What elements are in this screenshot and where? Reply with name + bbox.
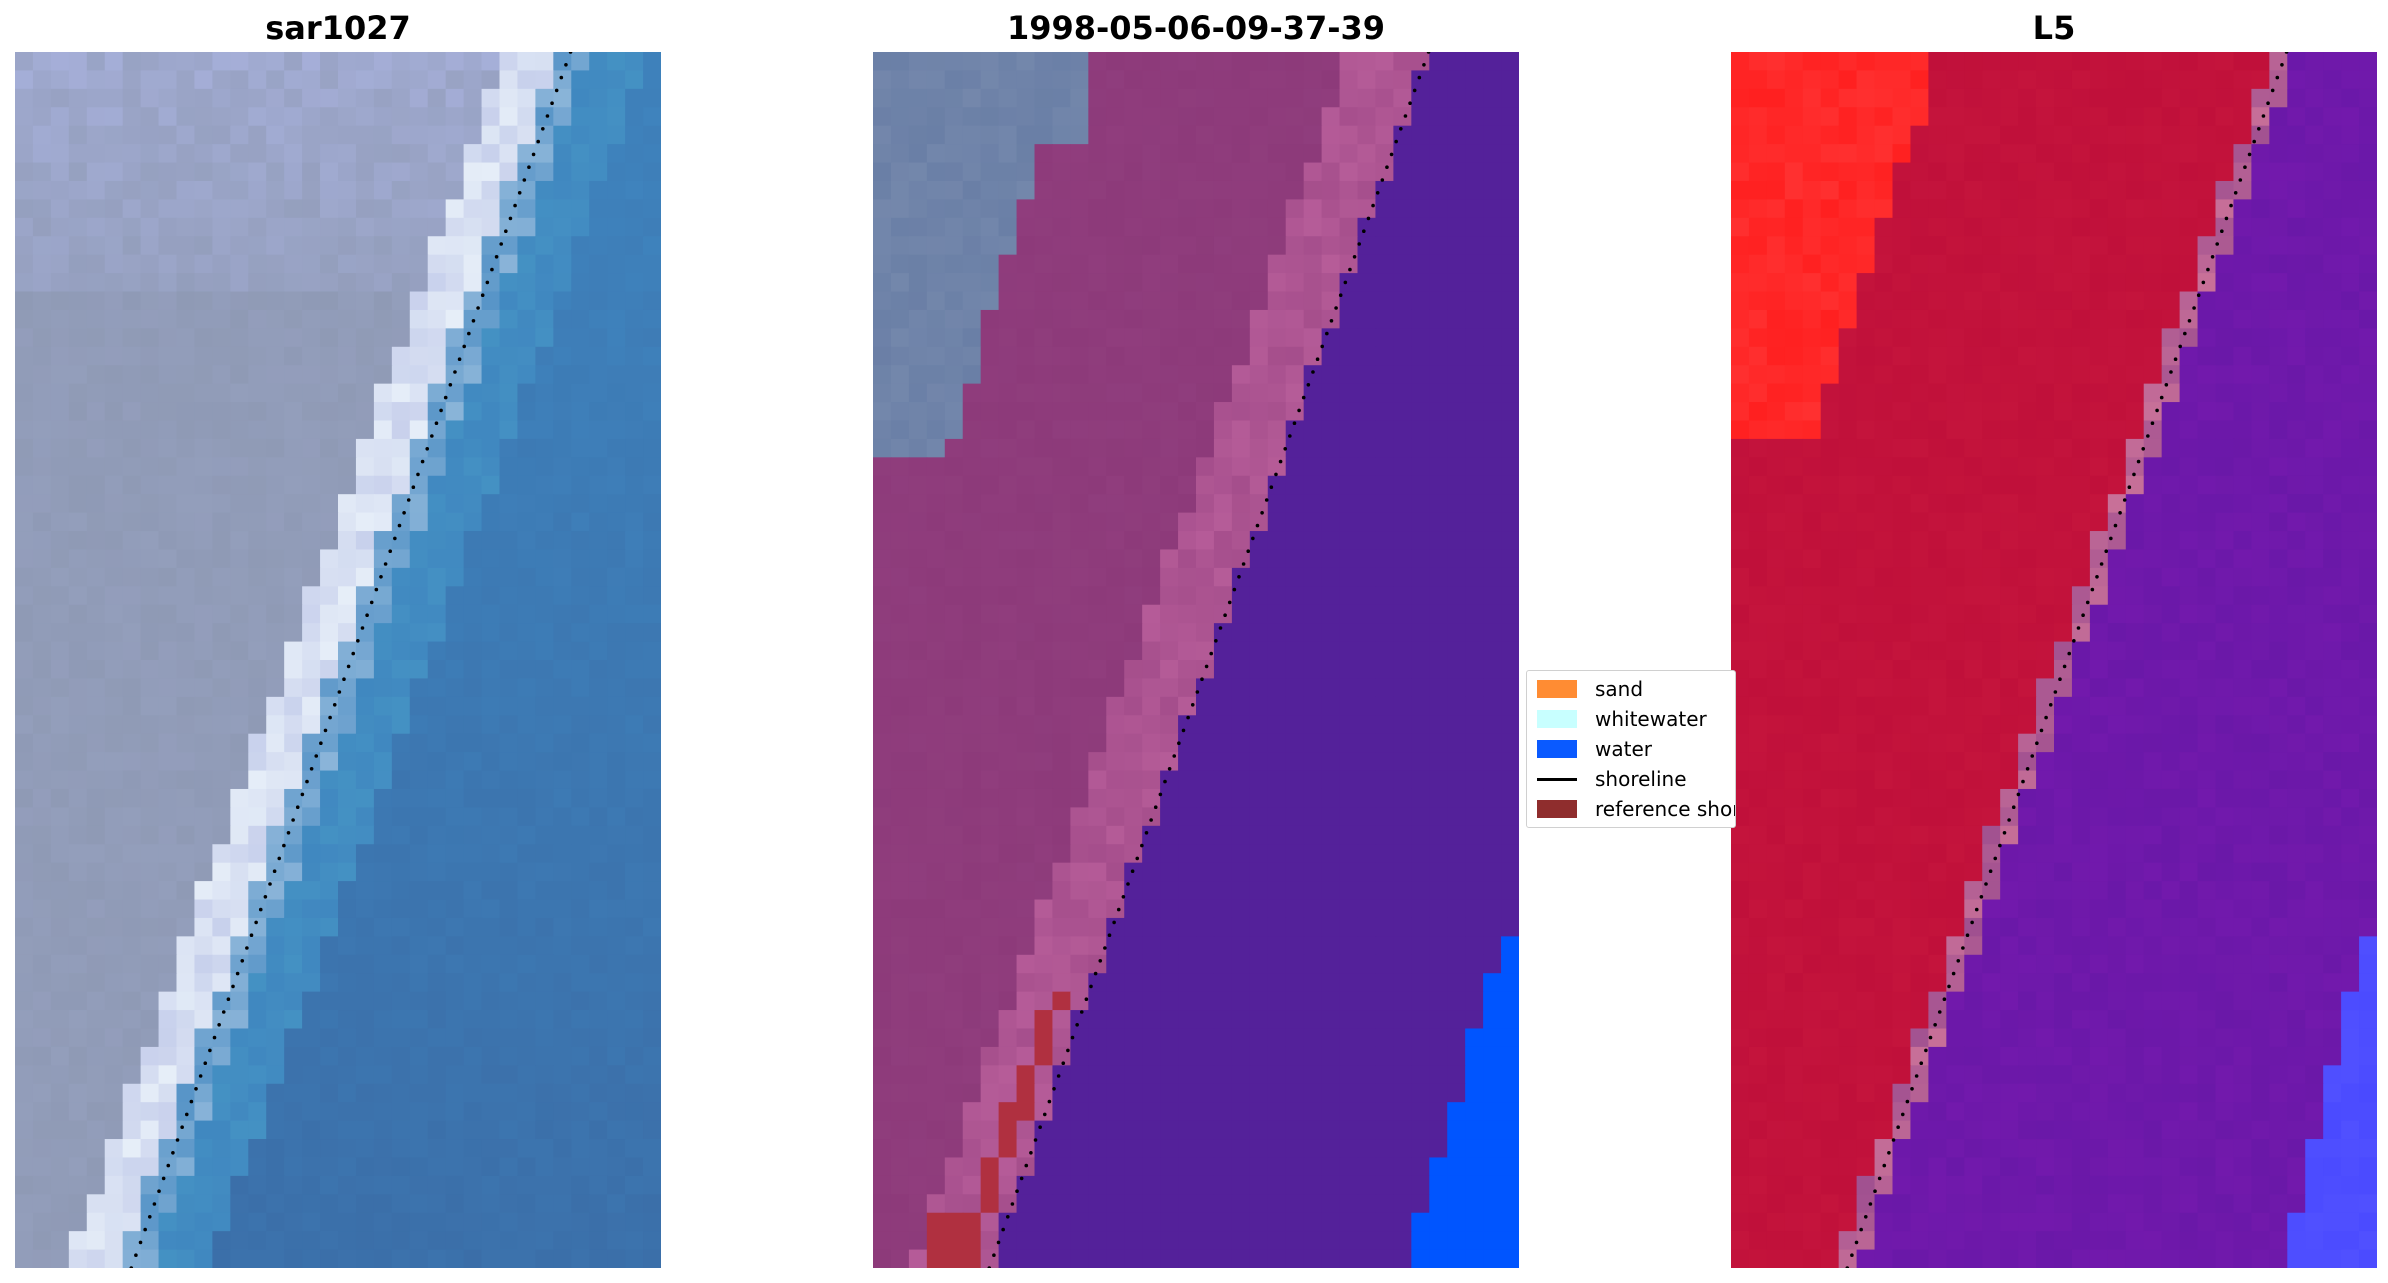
- legend-item-sand: sand: [1537, 677, 1643, 701]
- legend-swatch-reference-shoreline: [1537, 800, 1577, 818]
- panel-classification: 1998-05-06-09-37-39: [873, 0, 1519, 1283]
- panel-title: 1998-05-06-09-37-39: [1006, 9, 1386, 47]
- legend-label: sand: [1595, 677, 1644, 701]
- legend-label: reference shoreline: [1595, 797, 1736, 821]
- shoreline-points: [129, 52, 573, 1268]
- image-pixels: [15, 52, 661, 1268]
- legend-item-shoreline: shoreline: [1537, 767, 1687, 791]
- shoreline-points: [987, 52, 1431, 1268]
- rgb-image-plot: [15, 52, 661, 1268]
- legend-line-shoreline: [1537, 777, 1577, 781]
- legend: sand whitewater water shoreline referenc…: [1526, 670, 1736, 828]
- legend-label: whitewater: [1595, 707, 1707, 731]
- panel-title: L5: [2032, 9, 2076, 47]
- index-plot: [1731, 52, 2377, 1268]
- legend-label: water: [1595, 737, 1652, 761]
- shoreline-points: [1845, 52, 2289, 1268]
- legend-swatch-whitewater: [1537, 710, 1577, 728]
- image-pixels: [1731, 52, 2377, 1268]
- legend-item-water: water: [1537, 737, 1652, 761]
- image-pixels: [873, 52, 1519, 1268]
- panel-index: L5: [1731, 0, 2377, 1283]
- legend-swatch-sand: [1537, 680, 1577, 698]
- legend-swatch-water: [1537, 740, 1577, 758]
- legend-item-reference-shoreline: reference shoreline: [1537, 797, 1736, 821]
- legend-label: shoreline: [1595, 767, 1687, 791]
- panel-title: sar1027: [265, 9, 411, 47]
- legend-item-whitewater: whitewater: [1537, 707, 1707, 731]
- panel-rgb-image: sar1027: [15, 0, 661, 1283]
- classification-plot: [873, 52, 1519, 1268]
